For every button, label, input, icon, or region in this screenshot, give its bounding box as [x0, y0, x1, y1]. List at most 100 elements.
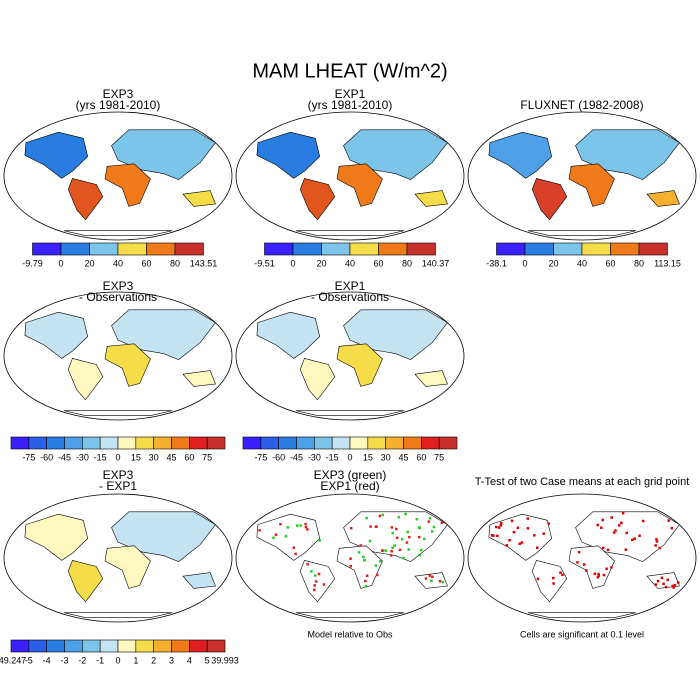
grid-cell [621, 511, 625, 515]
grid-cell [610, 566, 613, 569]
grid-cell [417, 526, 421, 529]
colorbar-label: 0 [290, 258, 295, 268]
grid-cell [655, 538, 658, 541]
grid-cell [419, 548, 423, 552]
grid-cell [671, 584, 674, 588]
colorbar-label: 3 [169, 655, 174, 665]
colorbar-segment [117, 436, 137, 450]
land-na [256, 311, 321, 359]
grid-cell [495, 525, 498, 529]
colorbar-segment [146, 242, 176, 256]
colorbar-segment [349, 436, 369, 450]
grid-cell [624, 548, 628, 551]
land-an [63, 230, 173, 236]
map-panel [467, 493, 697, 623]
land-sa [299, 560, 336, 603]
colorbar-segment [406, 242, 436, 256]
colorbar-segment [349, 242, 379, 256]
grid-cell [272, 536, 275, 539]
panel-title: EXP1 [335, 279, 366, 293]
grid-cell [654, 583, 658, 586]
grid-cell [304, 525, 308, 529]
colorbar-label: 15 [131, 452, 141, 462]
colorbar-segment [189, 639, 208, 653]
panel-title: - Observations [79, 290, 157, 304]
colorbar-label: 0 [115, 452, 120, 462]
panel-title: EXP1 [335, 87, 366, 101]
grid-cell [378, 514, 382, 518]
colorbar-segment [10, 436, 30, 450]
grid-cell [596, 575, 600, 579]
land-sa [531, 560, 568, 603]
grid-cell [310, 570, 313, 573]
colorbar-segment [174, 242, 204, 256]
grid-cell [408, 535, 411, 539]
grid-cell [390, 526, 394, 529]
colorbar-label: 0 [522, 258, 527, 268]
land-na [488, 131, 553, 179]
grid-cell [357, 551, 361, 554]
grid-cell [673, 583, 677, 587]
grid-cell [313, 574, 317, 577]
grid-cell [427, 520, 431, 523]
colorbar-label: 80 [402, 258, 412, 268]
colorbar-label: 1 [133, 655, 138, 665]
colorbar-segment [99, 639, 119, 653]
land-au [646, 190, 680, 207]
grid-cell [349, 526, 353, 530]
panel-title: EXP3 (green) [314, 468, 387, 482]
land-an [295, 612, 405, 618]
colorbar-segment [32, 242, 62, 256]
grid-cell [417, 535, 421, 539]
grid-cell [375, 573, 379, 577]
grid-cell [497, 526, 501, 529]
colorbar-segment [421, 436, 440, 450]
grid-cell [658, 546, 661, 550]
grid-cell [424, 577, 428, 580]
grid-cell [364, 584, 368, 588]
land-sa [299, 178, 336, 221]
colorbar-label: 75 [202, 452, 212, 462]
grid-cell [428, 574, 432, 577]
grid-cell [561, 573, 564, 577]
grid-cell [551, 576, 555, 580]
land-au [414, 370, 448, 387]
colorbar-label: 0 [115, 655, 120, 665]
grid-cell [597, 574, 601, 577]
grid-cell [313, 588, 316, 592]
colorbar-label: 140.37 [422, 258, 450, 268]
panel-title: - Observations [311, 290, 389, 304]
colorbar-label: -1 [96, 655, 104, 665]
grid-cell [585, 569, 588, 572]
land-au [182, 190, 216, 207]
colorbar-label: -60 [272, 452, 285, 462]
grid-cell [542, 532, 545, 535]
panel-title: (yrs 1981-2010) [308, 98, 393, 112]
grid-cell [380, 549, 384, 552]
colorbar-segment [206, 436, 226, 450]
grid-cell [318, 539, 321, 542]
grid-cell [610, 516, 613, 519]
panel-note: Model relative to Obs [307, 629, 393, 639]
colorbar-label: 60 [184, 452, 194, 462]
grid-cell [405, 541, 409, 544]
colorbar-segment [117, 639, 137, 653]
colorbar-segment [385, 436, 404, 450]
grid-cell [432, 525, 436, 529]
colorbar-segment [242, 436, 262, 450]
panel-title: T-Test of two Case means at each grid po… [475, 476, 690, 488]
colorbar-label: -49.247 [0, 655, 26, 665]
grid-cell [349, 557, 352, 560]
grid-cell [500, 521, 503, 525]
colorbar-label: -30 [76, 452, 89, 462]
land-af [104, 343, 151, 387]
panel-title: (yrs 1981-2010) [76, 98, 161, 112]
grid-cell [397, 515, 401, 519]
colorbar-label: 39.993 [211, 655, 239, 665]
grid-cell [363, 558, 366, 562]
grid-cell [662, 582, 665, 586]
colorbar-segment [117, 242, 147, 256]
colorbar-label: 60 [141, 258, 151, 268]
grid-cell [582, 563, 586, 566]
colorbar-segment [403, 436, 422, 450]
